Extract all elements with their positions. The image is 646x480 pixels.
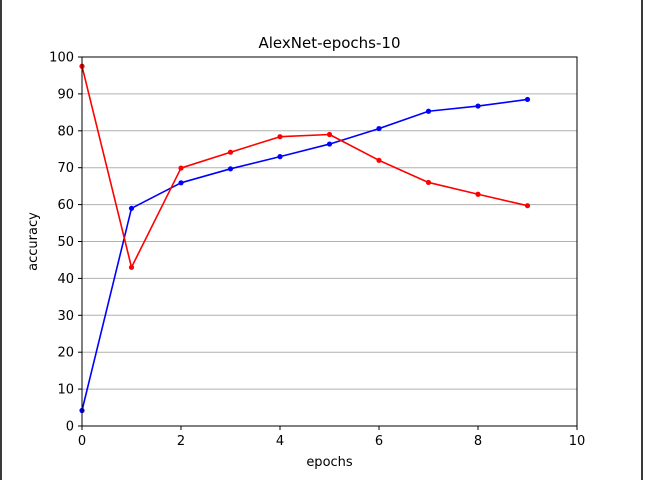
x-tick-label: 4 bbox=[276, 434, 284, 449]
x-tick-label: 0 bbox=[78, 434, 86, 449]
series-0-point bbox=[376, 125, 382, 132]
y-tick-label: 90 bbox=[57, 87, 74, 102]
x-tick-label: 6 bbox=[375, 434, 383, 449]
x-tick-label: 8 bbox=[474, 434, 482, 449]
y-tick-label: 80 bbox=[57, 124, 74, 139]
series-0-point bbox=[326, 141, 333, 147]
series-0-point bbox=[277, 154, 283, 160]
y-tick-label: 30 bbox=[57, 309, 74, 324]
y-tick-label: 100 bbox=[49, 51, 74, 66]
window-right-edge bbox=[641, 0, 643, 480]
y-tick-label: 20 bbox=[57, 346, 74, 361]
y-tick-label: 70 bbox=[57, 161, 74, 176]
series-0-point bbox=[524, 96, 531, 103]
series-0-line bbox=[81, 98, 528, 411]
series-0-point bbox=[128, 205, 135, 211]
y-tick-label: 0 bbox=[66, 420, 74, 435]
series-1-point bbox=[376, 157, 382, 163]
y-tick-label: 10 bbox=[57, 383, 74, 398]
series-1-point bbox=[524, 203, 531, 209]
series-0-point bbox=[227, 166, 234, 172]
series-1-point bbox=[128, 264, 135, 270]
y-tick-label: 50 bbox=[57, 235, 74, 250]
series-1-line bbox=[81, 66, 528, 269]
grid-lines bbox=[82, 93, 577, 390]
series-0-point bbox=[475, 103, 481, 109]
series-0-point bbox=[178, 180, 184, 186]
series-1-point bbox=[227, 149, 234, 155]
y-tick-label: 40 bbox=[57, 272, 74, 287]
series-1-point bbox=[277, 134, 283, 140]
series-layer bbox=[79, 63, 531, 414]
y-axis-ticks: 0 10 20 30 40 50 60 70 80 90 100 bbox=[49, 51, 82, 435]
series-1-point bbox=[178, 165, 184, 171]
x-tick-label: 10 bbox=[569, 434, 586, 449]
series-1-point bbox=[326, 131, 333, 138]
series-1-point bbox=[425, 179, 432, 186]
y-axis-title: accuracy bbox=[26, 212, 41, 271]
series-1-point bbox=[475, 191, 481, 197]
x-axis-title: epochs bbox=[306, 455, 353, 470]
x-axis-ticks: 0 2 4 6 8 10 bbox=[78, 426, 585, 449]
x-tick-label: 2 bbox=[177, 434, 185, 449]
chart-title: AlexNet-epochs-10 bbox=[258, 34, 400, 52]
y-tick-label: 60 bbox=[57, 198, 74, 213]
window-left-edge bbox=[0, 0, 2, 480]
series-0-point bbox=[425, 108, 432, 114]
